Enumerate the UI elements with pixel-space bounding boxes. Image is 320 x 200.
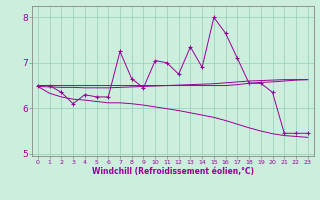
X-axis label: Windchill (Refroidissement éolien,°C): Windchill (Refroidissement éolien,°C): [92, 167, 254, 176]
